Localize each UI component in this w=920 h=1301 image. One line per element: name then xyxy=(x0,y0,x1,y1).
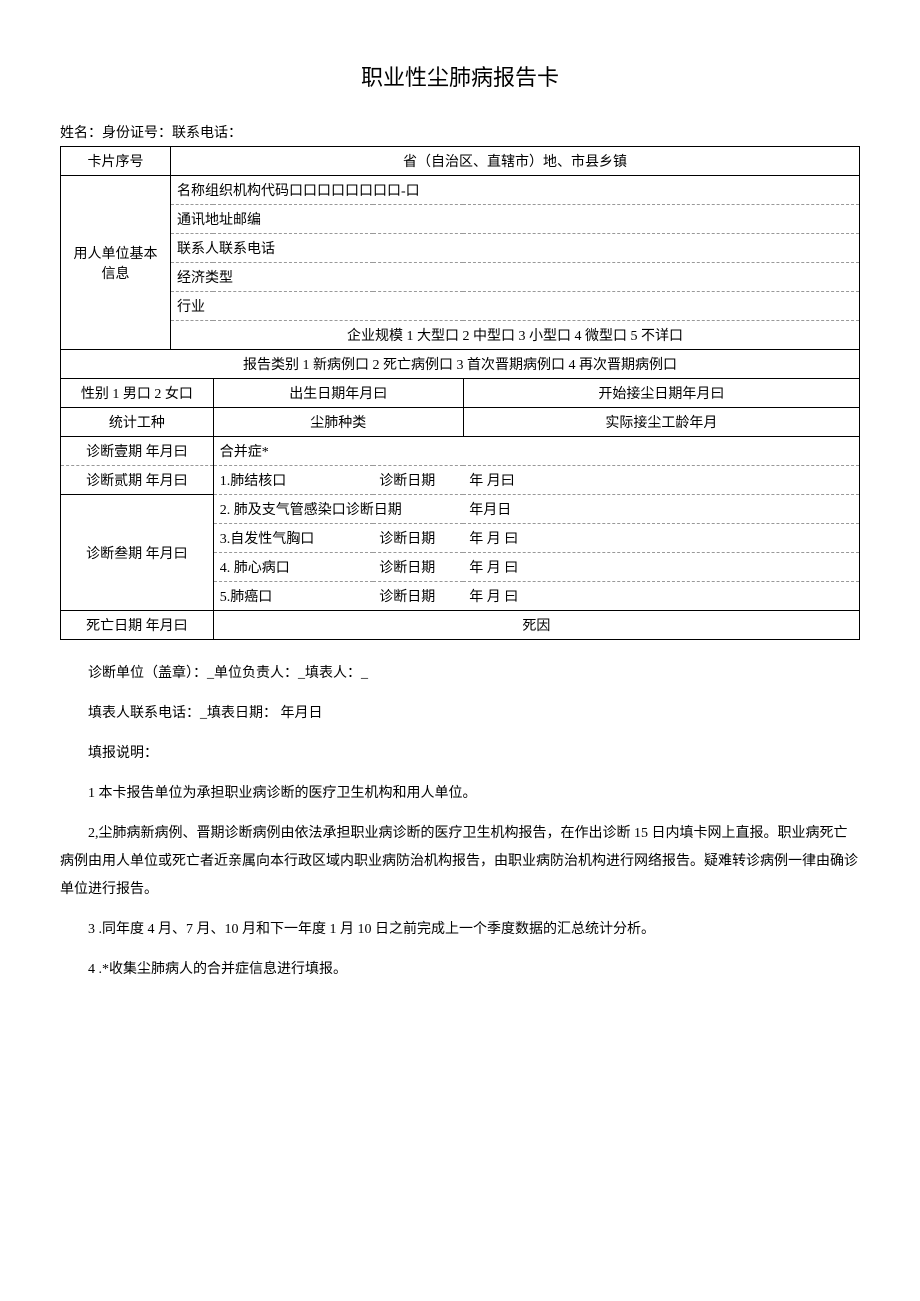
footer-section: 诊断单位（盖章）：_单位负责人：_填表人：_ 填表人联系电话：_填表日期： 年月… xyxy=(60,660,860,984)
diag-unit-line[interactable]: 诊断单位（盖章）：_单位负责人：_填表人：_ xyxy=(60,660,860,688)
employer-addr[interactable]: 通讯地址邮编 xyxy=(171,205,860,234)
page-title: 职业性尘肺病报告卡 xyxy=(60,60,860,92)
cor-date[interactable]: 年 月 曰 xyxy=(463,553,859,582)
dust-type[interactable]: 尘肺种类 xyxy=(213,408,463,437)
birth-date[interactable]: 出生日期年月曰 xyxy=(213,379,463,408)
tb-date[interactable]: 年 月曰 xyxy=(463,466,859,495)
instructions-label: 填报说明： xyxy=(60,740,860,768)
employer-contact[interactable]: 联系人联系电话 xyxy=(171,234,860,263)
diag-stage2[interactable]: 诊断贰期 年月曰 xyxy=(61,466,214,495)
death-date[interactable]: 死亡日期 年月曰 xyxy=(61,611,214,640)
employer-label: 用人单位基本信息 xyxy=(61,176,171,350)
diag-stage3[interactable]: 诊断叁期 年月曰 xyxy=(61,495,214,611)
gender[interactable]: 性别 1 男口 2 女口 xyxy=(61,379,214,408)
employer-industry[interactable]: 行业 xyxy=(171,292,860,321)
diag-stage1[interactable]: 诊断壹期 年月曰 xyxy=(61,437,214,466)
report-type[interactable]: 报告类别 1 新病例口 2 死亡病例口 3 首次晋期病例口 4 再次晋期病例口 xyxy=(61,350,860,379)
cor-label[interactable]: 4. 肺心病口 xyxy=(213,553,373,582)
work-type[interactable]: 统计工种 xyxy=(61,408,214,437)
header-info: 姓名：身份证号：联系电话： xyxy=(60,122,860,142)
comorbidity-label: 合并症* xyxy=(213,437,859,466)
instruction-2: 2,尘肺病新病例、晋期诊断病例由依法承担职业病诊断的医疗卫生机构报告，在作出诊断… xyxy=(60,820,860,904)
cancer-date[interactable]: 年 月 曰 xyxy=(463,582,859,611)
death-cause[interactable]: 死因 xyxy=(213,611,859,640)
cancer-diag-date-label: 诊断日期 xyxy=(373,582,463,611)
tb-label[interactable]: 1.肺结核口 xyxy=(213,466,373,495)
report-table: 卡片序号 省（自治区、直辖市）地、市县乡镇 用人单位基本信息 名称组织机构代码口… xyxy=(60,146,860,640)
instruction-1: 1 本卡报告单位为承担职业病诊断的医疗卫生机构和用人单位。 xyxy=(60,780,860,808)
filler-phone-line[interactable]: 填表人联系电话：_填表日期： 年月日 xyxy=(60,700,860,728)
employer-scale[interactable]: 企业规模 1 大型口 2 中型口 3 小型口 4 微型口 5 不详口 xyxy=(171,321,860,350)
employer-econ[interactable]: 经济类型 xyxy=(171,263,860,292)
pneumo-label[interactable]: 3.自发性气胸口 xyxy=(213,524,373,553)
instruction-4: 4 .*收集尘肺病人的合并症信息进行填报。 xyxy=(60,956,860,984)
pneumo-date[interactable]: 年 月 曰 xyxy=(463,524,859,553)
cancer-label[interactable]: 5.肺癌口 xyxy=(213,582,373,611)
tb-diag-date-label: 诊断日期 xyxy=(373,466,463,495)
card-seq-value[interactable]: 省（自治区、直辖市）地、市县乡镇 xyxy=(171,147,860,176)
cor-diag-date-label: 诊断日期 xyxy=(373,553,463,582)
instruction-3: 3 .同年度 4 月、7 月、10 月和下一年度 1 月 10 日之前完成上一个… xyxy=(60,916,860,944)
pneumo-diag-date-label: 诊断日期 xyxy=(373,524,463,553)
employer-name[interactable]: 名称组织机构代码口口口口口口口口-口 xyxy=(171,176,860,205)
infection-label[interactable]: 2. 肺及支气管感染口诊断日期 xyxy=(213,495,463,524)
dust-age[interactable]: 实际接尘工龄年月 xyxy=(463,408,859,437)
infection-date[interactable]: 年月日 xyxy=(463,495,859,524)
dust-start[interactable]: 开始接尘日期年月曰 xyxy=(463,379,859,408)
card-seq-label: 卡片序号 xyxy=(61,147,171,176)
